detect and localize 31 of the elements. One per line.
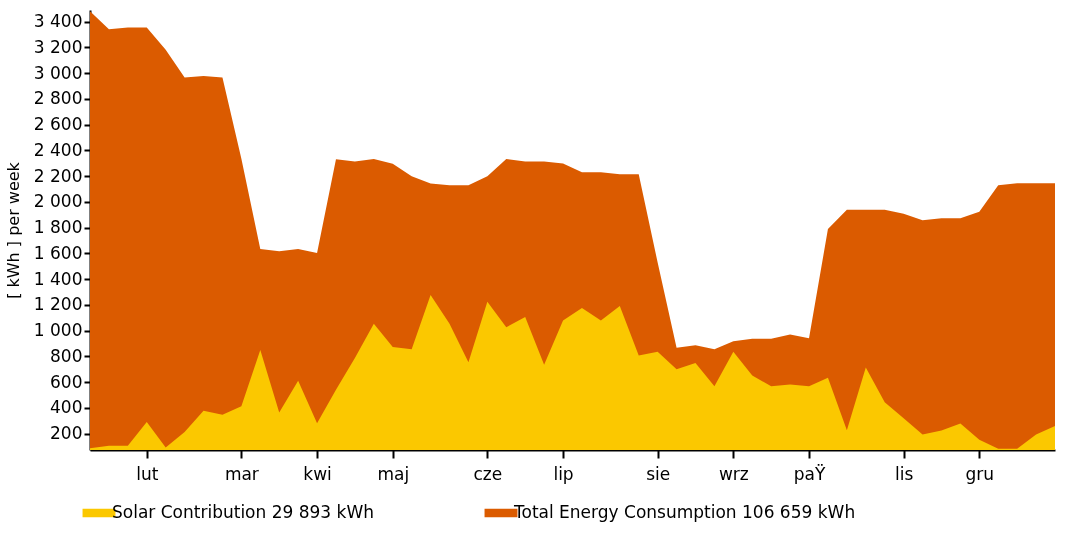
x-tick-label: kwi xyxy=(303,463,332,484)
y-axis-title: [ kWh ] per week xyxy=(3,161,23,299)
x-tick-label: mar xyxy=(224,463,259,484)
x-tick-label: lip xyxy=(553,463,574,484)
x-tick-label: wrz xyxy=(718,463,749,484)
legend-label: Total Energy Consumption 106 659 kWh xyxy=(513,502,856,522)
y-tick-label: 1 200 xyxy=(33,294,83,315)
x-tick-label: gru xyxy=(965,463,995,484)
y-tick-label: 200 xyxy=(50,423,83,444)
y-tick-label: 800 xyxy=(50,345,83,366)
x-tick-label: cze xyxy=(473,463,503,484)
y-tick-label: 1 000 xyxy=(33,320,83,341)
y-tick-label: 1 600 xyxy=(33,242,83,263)
y-tick-label: 1 400 xyxy=(33,268,83,289)
y-tick-label: 2 200 xyxy=(33,165,83,186)
x-tick-label: lut xyxy=(136,463,159,484)
x-tick-label: maj xyxy=(377,463,410,484)
x-tick-label: paŸ xyxy=(793,463,826,484)
y-tick-label: 2 800 xyxy=(33,88,83,109)
y-tick-label: 2 600 xyxy=(33,114,83,135)
y-tick-label: 3 000 xyxy=(33,62,83,83)
y-tick-label: 2 000 xyxy=(33,191,83,212)
y-tick-label: 2 400 xyxy=(33,139,83,160)
y-tick-label: 3 200 xyxy=(33,36,83,57)
legend-label: Solar Contribution 29 893 kWh xyxy=(112,502,374,522)
y-tick-label: 400 xyxy=(50,397,83,418)
x-tick-label: sie xyxy=(646,463,671,484)
y-tick-label: 1 800 xyxy=(33,217,83,238)
x-tick-label: lis xyxy=(894,463,914,484)
y-tick-label: 600 xyxy=(50,371,83,392)
y-tick-label: 3 400 xyxy=(33,11,83,32)
